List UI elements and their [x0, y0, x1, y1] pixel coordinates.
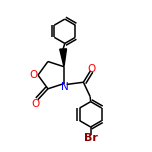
Text: O: O	[29, 70, 37, 80]
Polygon shape	[60, 49, 66, 67]
Text: Br: Br	[84, 133, 98, 143]
Text: N: N	[61, 82, 69, 92]
Text: O: O	[88, 64, 96, 74]
Text: O: O	[32, 98, 40, 109]
